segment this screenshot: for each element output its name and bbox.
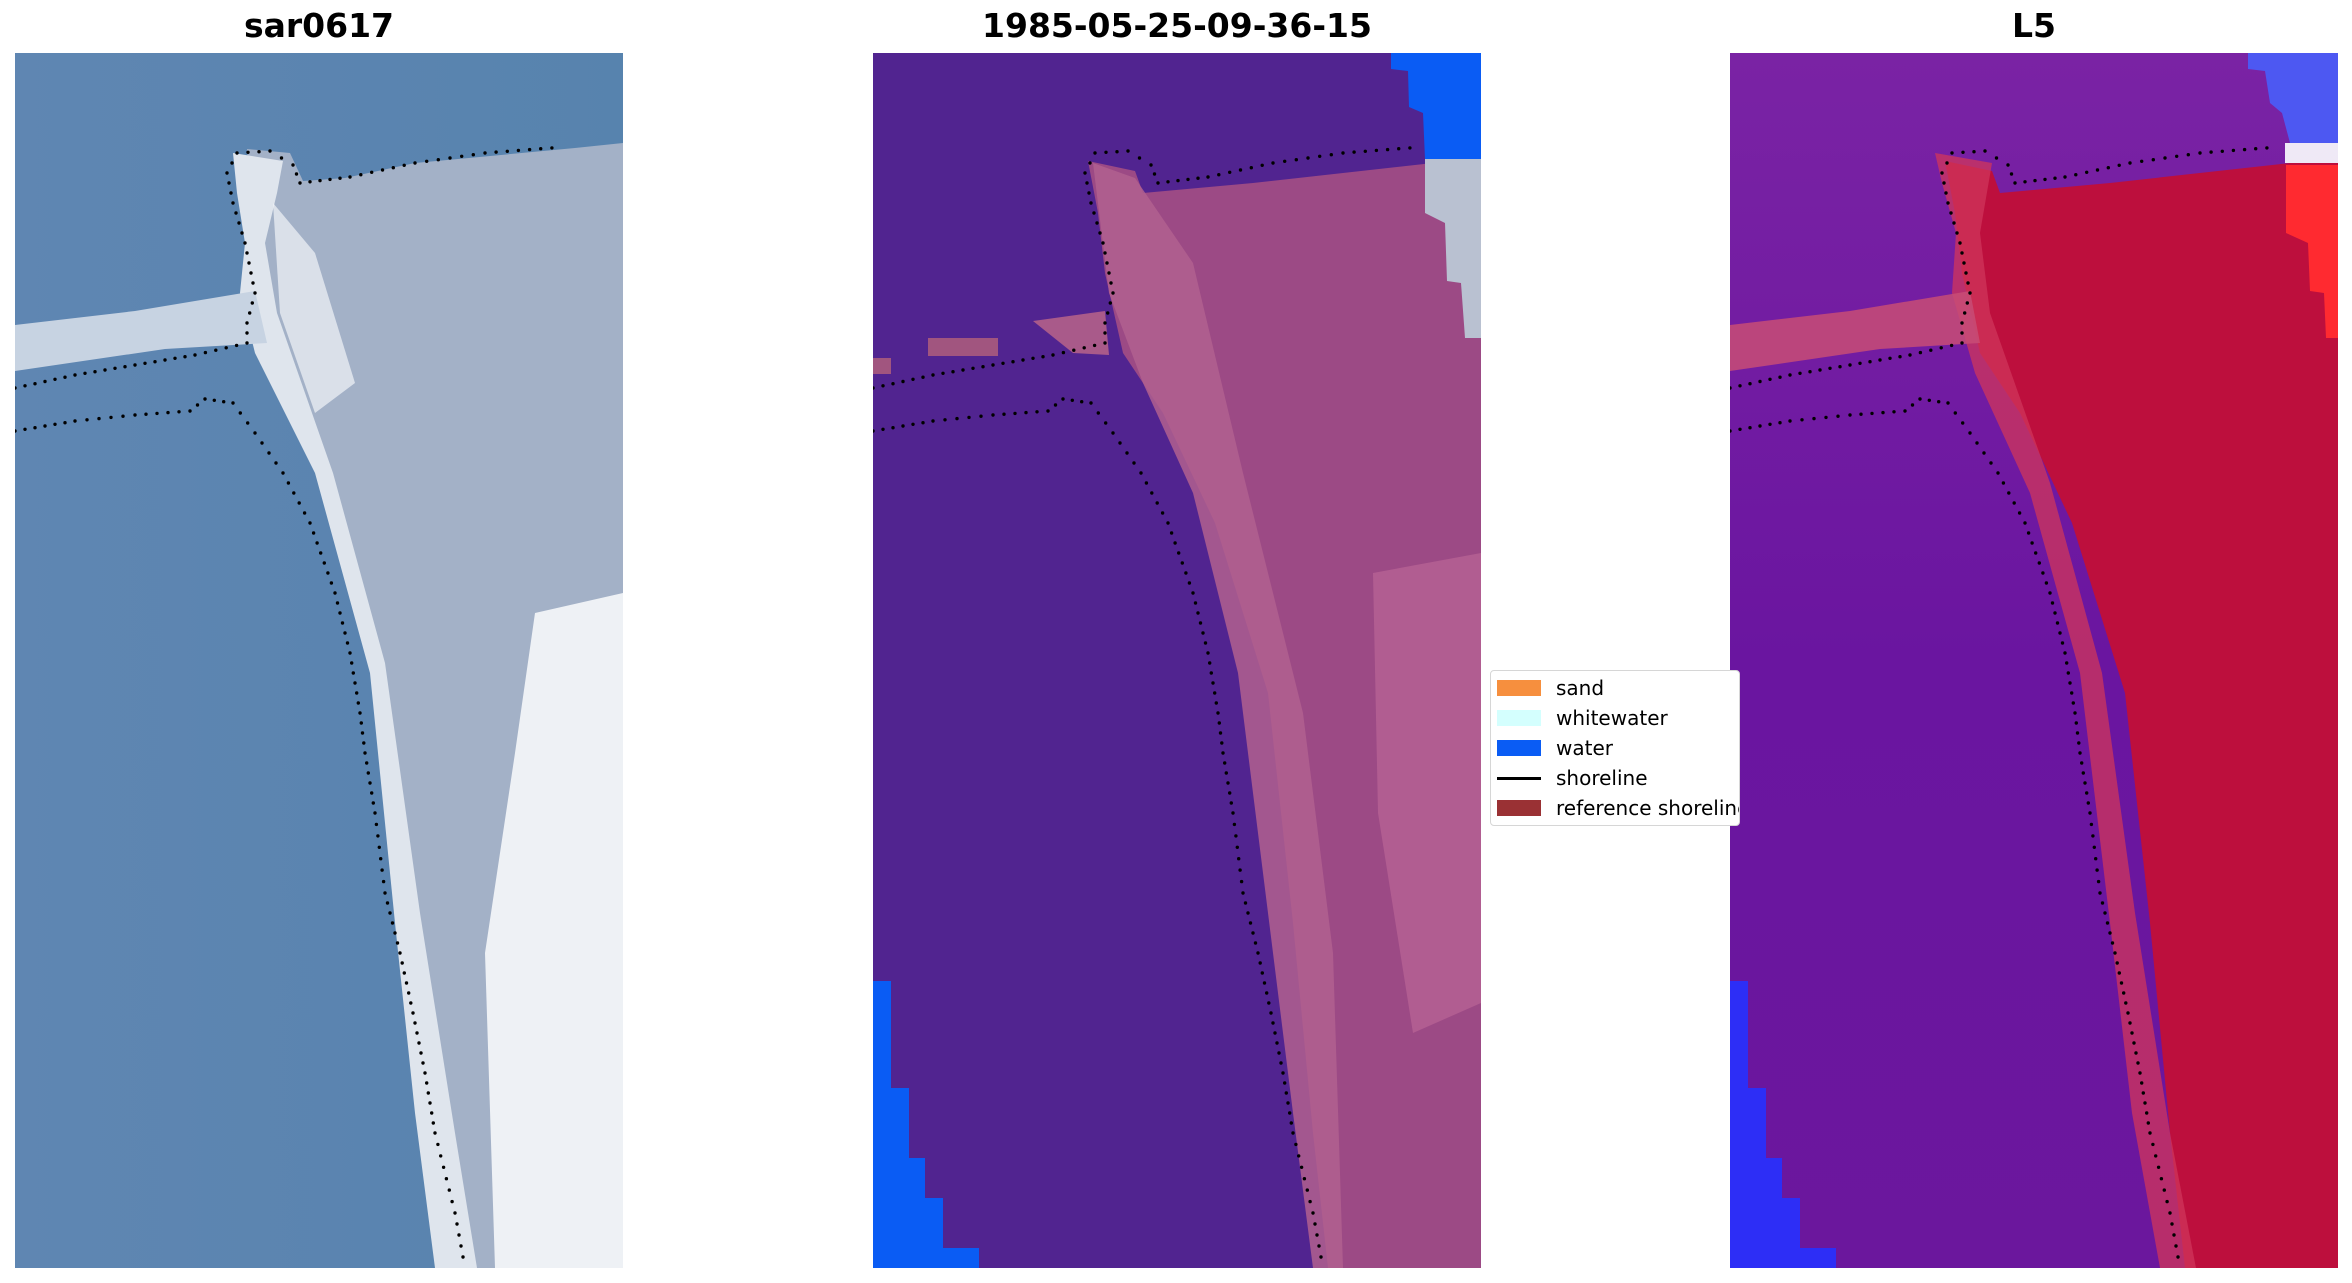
legend-item-water: water <box>1497 735 1613 761</box>
sand-class-light-east <box>1373 553 1481 1033</box>
beach-index <box>1935 153 2196 1268</box>
index-image-panel <box>1730 53 2338 1268</box>
legend-label-whitewater: whitewater <box>1556 706 1668 730</box>
beach-strip <box>233 153 477 1268</box>
legend-label-shoreline: shoreline <box>1556 766 1648 790</box>
legend-line-shoreline <box>1497 776 1541 780</box>
channel-sand <box>1033 311 1109 355</box>
shoreline <box>15 146 554 1259</box>
sand-class-light <box>1093 163 1343 1268</box>
rgb-image <box>15 53 623 1268</box>
legend: sand whitewater water shoreline referenc… <box>1490 670 1740 826</box>
blue-index-ne <box>2248 53 2338 143</box>
white-index-ne <box>2285 143 2338 163</box>
legend-item-sand: sand <box>1497 675 1604 701</box>
sand-class-patch-edge <box>873 358 891 374</box>
classified-image-panel <box>873 53 1481 1268</box>
land-area-bright <box>485 593 623 1268</box>
legend-swatch-reference-shoreline <box>1497 800 1541 816</box>
channel-index <box>1730 291 1980 371</box>
sand-class-patch <box>928 338 998 356</box>
legend-item-shoreline: shoreline <box>1497 765 1648 791</box>
panel-title-2: 1985-05-25-09-36-15 <box>982 6 1372 45</box>
legend-label-reference-shoreline: reference shoreline <box>1556 796 1740 820</box>
index-image <box>1730 53 2338 1268</box>
legend-item-whitewater: whitewater <box>1497 705 1668 731</box>
legend-swatch-sand <box>1497 680 1541 696</box>
red-index-ne <box>2286 165 2338 338</box>
water-class-blue <box>1391 53 1481 159</box>
legend-label-sand: sand <box>1556 676 1605 700</box>
panel-title-3: L5 <box>2012 6 2056 45</box>
legend-item-reference-shoreline: reference shoreline <box>1497 795 1740 821</box>
shoreline <box>1730 146 2269 1259</box>
panel-title-1: sar0617 <box>243 6 395 45</box>
water-class-blue-sw <box>873 981 979 1268</box>
whitewater-class <box>1425 159 1481 338</box>
blue-index-sw <box>1730 981 1836 1268</box>
legend-swatch-water <box>1497 740 1541 756</box>
classified-image <box>873 53 1481 1268</box>
legend-swatch-whitewater <box>1497 710 1541 726</box>
rgb-image-panel <box>15 53 623 1268</box>
channel-beach <box>15 291 267 371</box>
beach-whitish <box>273 203 355 413</box>
shoreline <box>873 146 1412 1259</box>
legend-label-water: water <box>1556 736 1613 760</box>
land-index <box>1945 161 2338 1268</box>
